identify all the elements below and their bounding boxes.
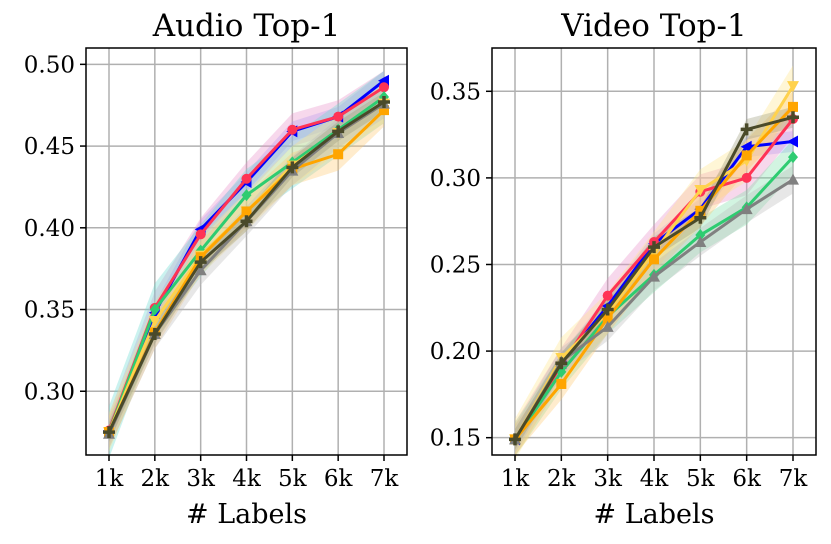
series-6-point — [694, 235, 707, 247]
series-6-point — [787, 173, 799, 185]
x-tick-label: 5k — [278, 466, 308, 492]
series-6-point — [194, 264, 207, 276]
series-4-point — [787, 81, 799, 93]
series-6-point — [601, 320, 614, 332]
x-tick-label: 5k — [686, 466, 716, 492]
series-3-point — [695, 229, 706, 242]
x-tick-label: 1k — [95, 466, 125, 492]
y-tick-label: 0.45 — [24, 134, 75, 160]
series-2-point — [195, 229, 206, 240]
x-axis-label: # Labels — [594, 499, 715, 530]
series-6-point — [648, 270, 660, 282]
series-3-point — [241, 189, 252, 202]
x-tick-label: 3k — [186, 466, 216, 492]
series-7-point — [694, 211, 707, 224]
series-6-band — [515, 165, 793, 454]
series-7-point — [286, 161, 299, 174]
panel-1: 0.30 0.35 0.40 0.45 0.50 1k 2k 3k 4k 5k 6k 7k Audio … — [24, 8, 408, 530]
panel-2: 0.15 0.20 0.25 0.30 0.35 1k 2k 3k 4k 5k 6k 7k Video … — [430, 8, 817, 530]
series-4-point — [694, 185, 707, 197]
series-1-point — [787, 135, 798, 148]
y-tick-label: 0.40 — [24, 216, 75, 242]
series-7-point — [555, 357, 568, 370]
x-tick-label: 7k — [370, 466, 400, 492]
series-5-band — [109, 93, 384, 449]
y-tick-label: 0.30 — [24, 379, 75, 405]
series-5-point — [649, 254, 659, 265]
series-6-band — [109, 88, 384, 449]
x-tick-label: 7k — [779, 466, 809, 492]
series-2-band — [515, 101, 793, 457]
series-5-point — [695, 205, 706, 216]
series-1-band — [109, 70, 384, 441]
series-3-point — [149, 303, 160, 316]
x-tick-label: 1k — [501, 466, 531, 492]
x-tick-label: 4k — [640, 466, 670, 492]
y-tick-label: 0.25 — [430, 252, 481, 278]
series-5-point — [333, 149, 344, 160]
y-tick-label: 0.50 — [24, 52, 75, 78]
series-7-point — [787, 111, 799, 124]
series-3-band — [515, 139, 793, 457]
series-2-point — [741, 172, 752, 183]
series-2-point — [287, 124, 298, 135]
series-2-band — [109, 70, 384, 447]
series-5-point — [602, 313, 613, 324]
series-7-point — [509, 433, 521, 446]
series-6-point — [740, 203, 753, 215]
series-7-point — [378, 95, 390, 108]
series-7-point — [148, 328, 161, 341]
x-tick-label: 6k — [732, 466, 762, 492]
x-tick-label: 2k — [547, 466, 577, 492]
y-tick-label: 0.35 — [430, 79, 481, 105]
series-4-point — [148, 315, 161, 327]
y-tick-label: 0.35 — [24, 298, 75, 324]
series-7-point — [332, 125, 345, 138]
series-1-point — [740, 140, 752, 153]
series-5-point — [556, 378, 567, 389]
series-7-point — [240, 215, 253, 228]
series-5-point — [241, 206, 252, 217]
x-tick-label: 3k — [593, 466, 623, 492]
x-tick-label: 6k — [324, 466, 354, 492]
series-2-point — [379, 82, 389, 93]
series-7-band — [109, 92, 384, 442]
x-tick-label: 2k — [141, 466, 171, 492]
series-7-point — [601, 303, 614, 316]
series-7-point — [648, 241, 660, 254]
chart-title: Video Top-1 — [560, 8, 746, 44]
series-7-point — [103, 426, 115, 439]
series-7-point — [194, 256, 207, 269]
series-5-point — [741, 150, 752, 161]
series-7-point — [740, 123, 753, 136]
x-axis-label: # Labels — [186, 499, 307, 530]
series-5-point — [379, 105, 389, 116]
series-5-point — [788, 101, 798, 112]
y-tick-label: 0.15 — [430, 426, 481, 452]
series-3-point — [788, 151, 798, 164]
y-tick-label: 0.20 — [430, 339, 481, 365]
x-tick-label: 4k — [232, 466, 262, 492]
y-tick-label: 0.30 — [430, 166, 481, 192]
series-2-point — [241, 173, 252, 184]
chart-title: Audio Top-1 — [152, 8, 341, 44]
series-2-point — [602, 290, 613, 301]
series-3-band — [109, 70, 384, 459]
series-2-point — [333, 111, 344, 122]
